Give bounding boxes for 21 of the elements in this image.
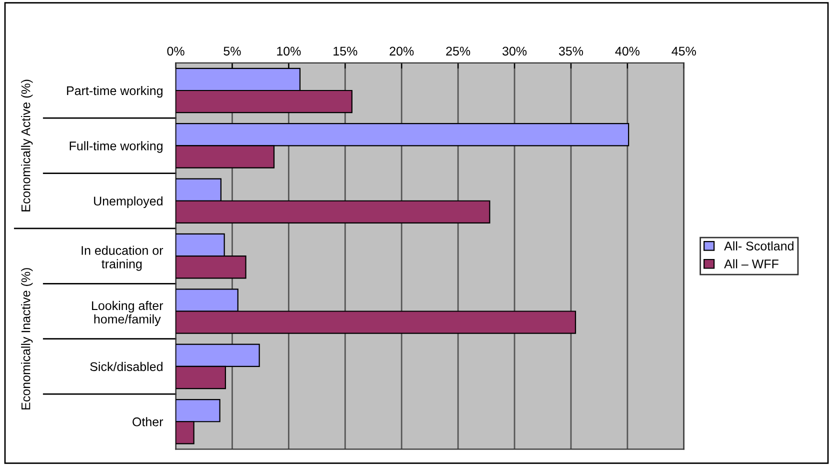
x-tick-label: 15% [334,46,358,56]
x-tick-label: 45% [672,46,696,56]
y-tick-label: Sick/disabled [90,362,162,372]
x-tick-label: 25% [446,46,470,56]
legend-label: All – WFF [724,259,778,268]
x-tick-label: 20% [390,46,414,56]
x-tick-label: 35% [558,46,584,56]
y-tick-label: Unemployed [94,196,162,208]
y-tick-label: In education or training [82,246,164,271]
y-tick-label: Full-time working [70,141,162,153]
legend-label: All- Scotland [724,241,794,250]
y-tick-label: Looking after home/family [92,300,164,326]
y-tick-label: Part-time working [67,86,162,98]
x-tick-label: 30% [502,46,527,56]
x-tick-label: 0% [167,46,184,56]
x-tick-label: 5% [224,46,241,56]
text: Economically Inactive (%) [21,268,33,410]
x-tick-label: 40% [615,46,640,56]
text: Economically Active (%) [21,80,33,212]
x-tick-label: 10% [277,46,301,56]
y-tick-label: Other [132,417,164,426]
